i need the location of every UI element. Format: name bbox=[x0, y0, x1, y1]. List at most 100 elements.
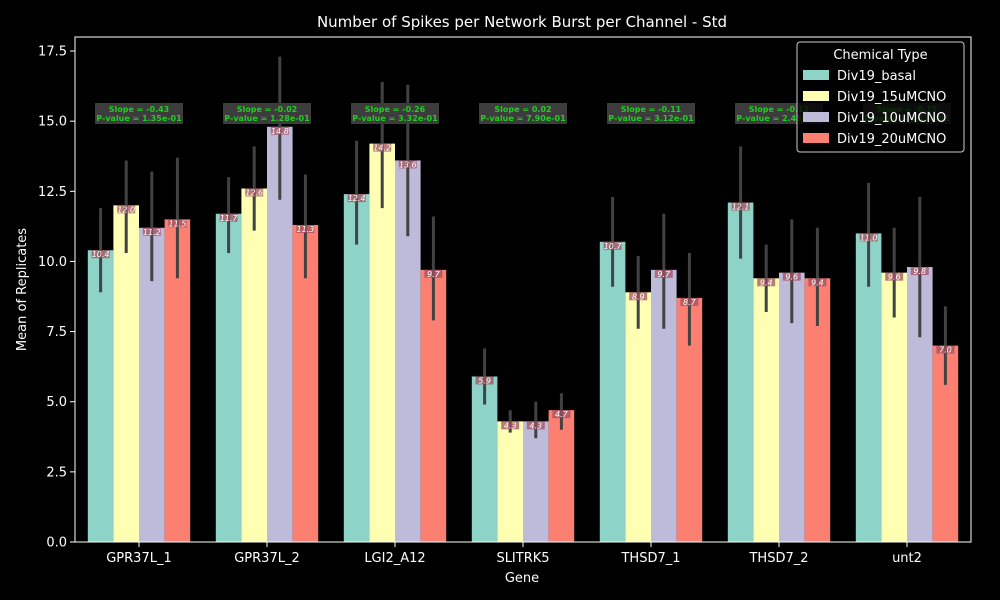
series-Div19_15uMCNO: 12.0 12.6 14.2 4.3 8.9 9.4 9.6 bbox=[113, 81, 907, 543]
x-tick-label: SLITRK5 bbox=[496, 551, 549, 566]
value-label: 4.7 bbox=[555, 410, 569, 419]
bar bbox=[548, 410, 575, 542]
value-label-bg bbox=[270, 126, 289, 135]
value-label-bg bbox=[782, 272, 801, 281]
annotation-slope: Slope = -0.11 bbox=[621, 105, 682, 114]
y-axis: 0.0 2.5 5.0 7.5 10.0 12.5 15.0 17.5 bbox=[38, 45, 75, 551]
annotation-pvalue: P-value = 3.32e-01 bbox=[352, 114, 438, 123]
legend-swatch bbox=[803, 112, 829, 122]
bar bbox=[497, 421, 523, 542]
value-label-bg bbox=[859, 233, 878, 242]
annotation-box bbox=[479, 103, 567, 124]
legend-label: Div19_15uMCNO bbox=[837, 90, 946, 105]
value-label-bg bbox=[757, 278, 776, 287]
value-label-bg bbox=[731, 202, 750, 211]
series-Div19_10uMCNO: 11.2 14.8 13.6 4.3 9.7 9.6 9.8 bbox=[139, 56, 933, 543]
y-tick-label: 17.5 bbox=[38, 45, 67, 60]
value-label: 9.8 bbox=[913, 267, 926, 276]
legend-swatch bbox=[803, 133, 829, 143]
annotation-box bbox=[223, 103, 311, 124]
value-label-bg bbox=[936, 345, 955, 354]
value-label: 11.5 bbox=[168, 219, 186, 228]
value-label: 9.7 bbox=[427, 270, 441, 279]
value-label: 11.7 bbox=[220, 214, 239, 223]
legend-label: Div19_basal bbox=[837, 69, 916, 84]
y-axis-title: Mean of Replicates bbox=[15, 228, 30, 351]
legend-swatch bbox=[803, 70, 829, 80]
annotation-pvalue: P-value = 7.90e-01 bbox=[480, 114, 566, 123]
legend-box bbox=[796, 41, 965, 153]
series-Div19_20uMCNO: 11.5 11.3 9.7 4.7 8.7 9.4 7.0 bbox=[164, 157, 959, 542]
y-tick-label: 0.0 bbox=[46, 536, 67, 551]
bar bbox=[625, 292, 651, 542]
value-label-bg bbox=[117, 205, 136, 214]
y-tick-label: 15.0 bbox=[38, 115, 67, 130]
value-label: 14.2 bbox=[373, 144, 391, 153]
annotation-slope: Slope = -0.26 bbox=[365, 105, 426, 114]
x-axis-title: Gene bbox=[505, 571, 539, 586]
annotation-pvalue: P-value = 2.45e-01 bbox=[736, 114, 822, 123]
annotation-slope: Slope = 0.02 bbox=[494, 105, 551, 114]
value-label: 11.3 bbox=[296, 225, 314, 234]
series-Div19_basal: 10.4 11.7 12.4 5.9 10.7 12.1 11.0 bbox=[87, 140, 882, 543]
value-label: 8.7 bbox=[683, 298, 697, 307]
value-label: 5.9 bbox=[478, 376, 491, 385]
bar bbox=[599, 241, 626, 543]
annotation-slope: Slope = -0.02 bbox=[237, 105, 297, 114]
value-label: 9.7 bbox=[657, 270, 671, 279]
value-label-bg bbox=[142, 227, 161, 236]
x-axis: GPR37L_1 GPR37L_2 LGI2_A12 SLITRK5 THSD7_1 TH… bbox=[106, 542, 922, 566]
legend-title: Chemical Type bbox=[833, 48, 927, 63]
value-label-bg bbox=[245, 188, 264, 197]
bar bbox=[113, 205, 139, 543]
value-label-bg bbox=[373, 143, 392, 152]
value-label: 11.0 bbox=[860, 233, 878, 242]
legend-swatch bbox=[803, 91, 829, 101]
value-label: 7.0 bbox=[939, 346, 952, 355]
bar bbox=[215, 213, 242, 542]
value-label-bg bbox=[680, 297, 699, 306]
legend-label: Div19_10uMCNO bbox=[837, 111, 946, 126]
bar bbox=[241, 188, 267, 542]
value-label-bg bbox=[808, 278, 827, 287]
value-label-bg bbox=[168, 219, 187, 228]
value-label: 13.6 bbox=[399, 160, 417, 169]
value-label-bg bbox=[91, 250, 110, 259]
bar bbox=[523, 421, 549, 542]
value-label: 14.8 bbox=[271, 127, 289, 136]
value-label-bg bbox=[885, 272, 904, 281]
value-label-bg bbox=[424, 269, 443, 278]
value-label: 11.2 bbox=[143, 228, 161, 237]
value-label-bg bbox=[603, 241, 622, 250]
value-label: 9.6 bbox=[785, 273, 798, 282]
annotation-SLITRK5: Slope = 0.02P-value = 7.90e-01 bbox=[479, 103, 567, 124]
chart-title: Number of Spikes per Network Burst per C… bbox=[317, 13, 727, 31]
x-tick-label: unt2 bbox=[892, 551, 922, 566]
value-label: 12.6 bbox=[245, 189, 263, 198]
bar bbox=[343, 194, 370, 542]
x-tick-label: LGI2_A12 bbox=[364, 551, 425, 566]
annotation-slope: Slope = -0.43 bbox=[109, 105, 169, 114]
bar bbox=[87, 250, 114, 542]
value-label: 12.4 bbox=[348, 194, 366, 203]
value-label: 10.4 bbox=[92, 250, 110, 259]
y-tick-label: 2.5 bbox=[46, 465, 67, 480]
value-label: 12.0 bbox=[117, 205, 135, 214]
annotation-GPR37L_1: Slope = -0.43P-value = 1.35e-01 bbox=[95, 103, 183, 124]
annotation-THSD7_1: Slope = -0.11P-value = 3.12e-01 bbox=[607, 103, 695, 124]
value-label-bg bbox=[629, 292, 648, 301]
value-label: 9.4 bbox=[760, 278, 773, 287]
x-tick-label: GPR37L_2 bbox=[234, 551, 300, 566]
value-label: 12.1 bbox=[732, 203, 750, 212]
y-tick-label: 7.5 bbox=[46, 325, 67, 340]
annotation-LGI2_A12: Slope = -0.26P-value = 3.32e-01 bbox=[351, 103, 439, 124]
value-label-bg bbox=[552, 410, 571, 419]
annotation-slope: Slope = -0.12 bbox=[749, 105, 809, 114]
x-tick-label: GPR37L_1 bbox=[106, 551, 172, 566]
value-label: 4.3 bbox=[504, 421, 517, 430]
legend-label: Div19_20uMCNO bbox=[837, 132, 946, 147]
bar bbox=[727, 202, 754, 542]
annotation-box bbox=[351, 103, 439, 124]
y-tick-label: 10.0 bbox=[38, 255, 67, 270]
